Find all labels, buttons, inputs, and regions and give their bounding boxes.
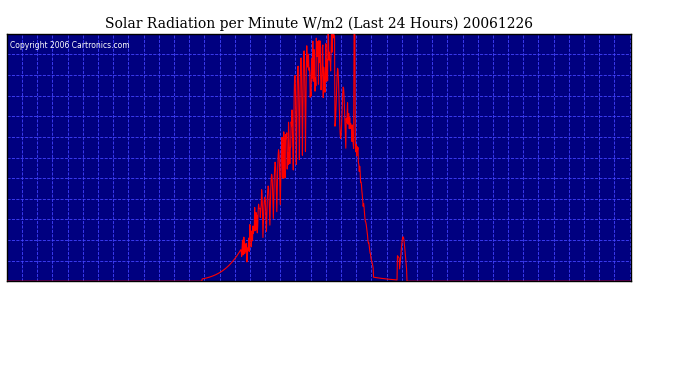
Text: Copyright 2006 Cartronics.com: Copyright 2006 Cartronics.com: [10, 41, 130, 50]
Title: Solar Radiation per Minute W/m2 (Last 24 Hours) 20061226: Solar Radiation per Minute W/m2 (Last 24…: [105, 17, 533, 31]
